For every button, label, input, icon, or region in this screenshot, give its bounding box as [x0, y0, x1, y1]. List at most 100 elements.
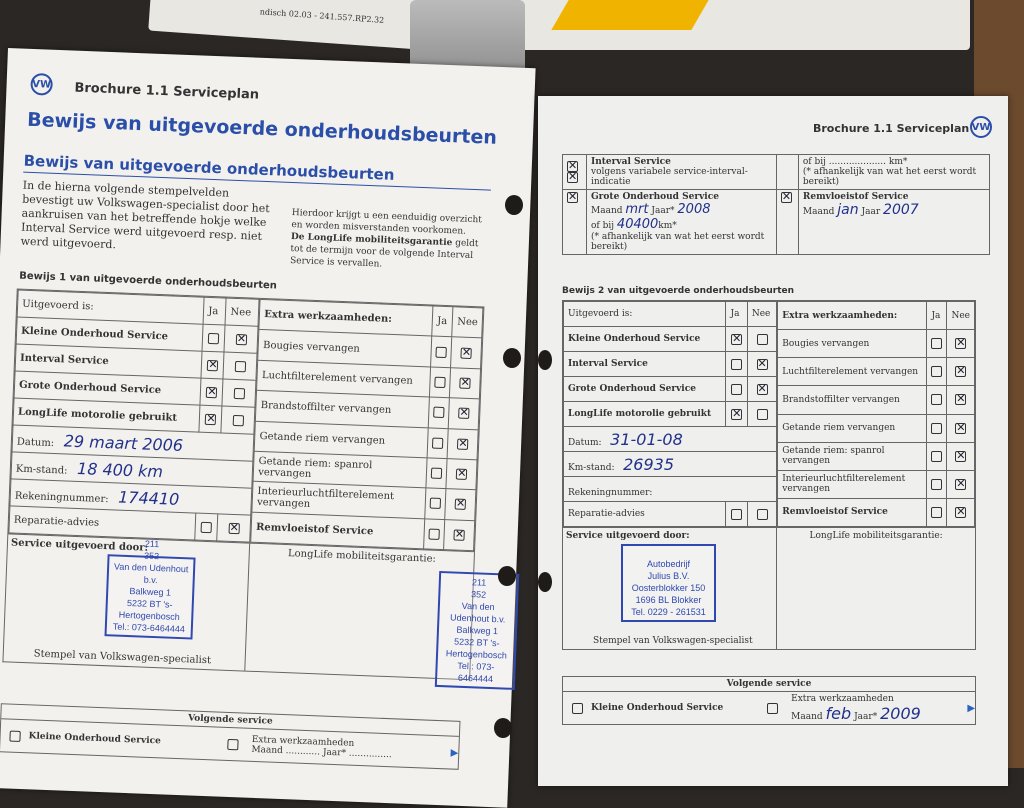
label: Remvloeistof Service — [782, 507, 888, 518]
checkbox[interactable] — [459, 377, 471, 389]
label: Grote Onderhoud Service — [591, 192, 719, 202]
col-header: Nee — [951, 310, 970, 321]
stamp-caption: Stempel van Volkswagen-specialist — [593, 636, 753, 646]
checkbox[interactable] — [227, 738, 239, 750]
proof-table: Uitgevoerd is: Ja Nee Kleine Onderhoud Serv… — [2, 288, 520, 690]
checkbox[interactable] — [931, 450, 943, 462]
checkbox[interactable] — [571, 702, 583, 714]
checkbox[interactable] — [207, 359, 219, 371]
checkbox[interactable] — [955, 449, 967, 462]
next-service: Volgende service Kleine Onderhoud Servic… — [562, 676, 976, 725]
checkbox[interactable] — [731, 508, 743, 520]
checkbox[interactable] — [931, 506, 943, 518]
checkbox[interactable] — [460, 347, 473, 359]
table-row: Getande riem: spanrol vervangen — [777, 441, 975, 471]
checkbox[interactable] — [233, 387, 246, 399]
handwritten-month: mrt — [625, 202, 649, 217]
checkbox[interactable] — [432, 437, 444, 449]
stamp-line: Oosterblokker 150 — [631, 583, 706, 593]
checkbox[interactable] — [756, 357, 768, 370]
checkbox[interactable] — [955, 421, 967, 434]
proof-table: Uitgevoerd is: Ja Nee Kleine Onderhoud Serv… — [562, 300, 976, 650]
booklet-print: ndisch 02.03 - 241.557.RP2.32 — [259, 7, 385, 25]
checkbox[interactable] — [206, 386, 218, 398]
table-row: Reparatie-advies — [562, 501, 778, 527]
checkbox[interactable] — [567, 170, 578, 183]
checkbox[interactable] — [955, 505, 967, 518]
checkbox[interactable] — [931, 478, 943, 490]
label: LongLife motorolie gebruikt — [17, 406, 178, 424]
checkbox[interactable] — [232, 414, 244, 426]
next-arrow-icon[interactable]: ▶ — [450, 747, 459, 759]
handwritten-km: 26935 — [623, 454, 674, 474]
checkbox[interactable] — [235, 333, 248, 345]
checkbox[interactable] — [756, 408, 768, 420]
checkbox[interactable] — [434, 376, 447, 388]
left-page: VW Brochure 1.1 Serviceplan Bewijs van u… — [0, 48, 536, 808]
checkbox[interactable] — [430, 497, 442, 510]
label: Luchtfilterelement vervangen — [782, 366, 919, 377]
checkbox[interactable] — [931, 422, 943, 434]
checkbox[interactable] — [208, 332, 220, 344]
label: Getande riem vervangen — [782, 423, 896, 434]
checkbox[interactable] — [756, 333, 768, 345]
checkbox[interactable] — [205, 413, 217, 425]
checkbox[interactable] — [234, 360, 247, 372]
stamp-line: Tel.: 073-6464444 — [112, 621, 186, 635]
checkbox[interactable] — [955, 477, 967, 490]
checkbox[interactable] — [955, 392, 967, 406]
checkbox[interactable] — [731, 407, 743, 420]
label: LongLife mobiliteitsgarantie: — [287, 548, 437, 565]
label: Km-stand: — [568, 462, 615, 473]
checkbox[interactable] — [767, 702, 779, 714]
label: Extra werkzaamheden — [791, 693, 894, 704]
checkbox[interactable] — [453, 529, 466, 541]
checkbox[interactable] — [731, 358, 743, 370]
checkbox[interactable] — [8, 730, 21, 742]
label: Getande riem: spanrol vervangen — [258, 455, 373, 480]
handwritten-month: jan — [837, 202, 859, 218]
checkbox[interactable] — [200, 521, 213, 533]
next-service: Volgende service Kleine Onderhoud Servic… — [0, 703, 461, 770]
checkbox[interactable] — [731, 383, 743, 395]
checkbox[interactable] — [731, 332, 743, 345]
label: LongLife motorolie gebruikt — [568, 409, 712, 419]
table-row: Luchtfilterelement vervangen — [777, 357, 975, 387]
checkbox[interactable] — [931, 338, 943, 350]
checkbox[interactable] — [955, 336, 967, 350]
label: Brandstoffilter vervangen — [260, 400, 392, 417]
handwritten-km: 40400 — [616, 217, 659, 232]
label: Kleine Onderhoud Service — [591, 703, 724, 713]
next-arrow-icon[interactable]: ▶ — [967, 702, 976, 714]
label: Bougies vervangen — [782, 338, 870, 349]
checkbox[interactable] — [457, 438, 469, 450]
checkbox[interactable] — [931, 394, 943, 406]
label: Service uitgevoerd door: — [566, 531, 690, 541]
checkbox[interactable] — [454, 498, 467, 511]
handwritten-datum: 29 maart 2006 — [63, 430, 184, 455]
checkbox[interactable] — [756, 508, 768, 520]
checkbox[interactable] — [428, 528, 441, 540]
label: Grote Onderhoud Service — [18, 379, 162, 396]
label: Maand — [802, 207, 835, 217]
label: Rekeningnummer: — [568, 487, 653, 498]
checkbox[interactable] — [780, 190, 792, 203]
checkbox[interactable] — [458, 407, 470, 420]
checkbox[interactable] — [931, 366, 943, 378]
checkbox[interactable] — [228, 522, 240, 534]
checkbox[interactable] — [756, 382, 768, 395]
col-header: Nee — [456, 316, 478, 329]
binder-hole — [498, 566, 516, 586]
col-header: Nee — [751, 309, 771, 319]
checkbox[interactable] — [955, 364, 967, 378]
checkbox[interactable] — [455, 468, 468, 480]
checkbox[interactable] — [431, 467, 443, 480]
label: Grote Onderhoud Service — [568, 384, 696, 394]
stamp-line: Tel. 0229 - 261531 — [631, 607, 706, 617]
checkbox[interactable] — [567, 190, 578, 203]
checkbox[interactable] — [433, 406, 445, 419]
checkbox[interactable] — [435, 346, 448, 358]
label: Getande riem: spanrol vervangen — [782, 446, 885, 467]
stamp-line: 5232 BT 's-Hertogenbosch — [445, 636, 508, 661]
